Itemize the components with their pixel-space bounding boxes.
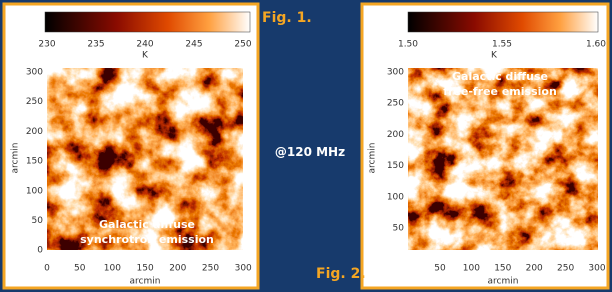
y-tick-label: 150 [387,161,404,171]
figure-label: Fig. 2. [316,266,366,282]
colorbar-tick-label: 245 [185,40,202,50]
y-tick-label: 200 [26,127,43,137]
x-tick-label: 300 [235,264,252,274]
figure-label: Fig. 1. [262,10,312,26]
frequency-label: @120 MHz [275,145,345,159]
y-tick-label: 300 [387,68,404,78]
y-tick-label: 200 [387,130,404,140]
x-tick-label: 250 [557,264,574,274]
x-tick-label: 200 [169,264,186,274]
y-tick-label: 300 [26,68,43,78]
figure: Fig. 1. Fig. 2. @120 MHz 230 235 240 245 250… [0,0,612,292]
annotation: Galactic diffuse [452,70,548,83]
x-tick-label: 200 [526,264,543,274]
y-axis-label: arcmin [368,143,378,174]
x-tick-label: 300 [588,264,605,274]
x-tick-label: 100 [104,264,121,274]
y-tick-label: 250 [26,97,43,107]
y-tick-label: 150 [26,157,43,167]
annotation: synchrotron emission [80,233,214,246]
y-axis-label: arcmin [11,143,21,174]
x-tick-label: 150 [494,264,511,274]
x-tick-label: 50 [74,264,86,274]
y-tick-label: 250 [387,99,404,109]
colorbar-tick-label: 235 [87,40,104,50]
colorbar [408,12,598,32]
colorbar-tick-label: 1.55 [492,40,512,50]
y-tick-label: 100 [26,186,43,196]
colorbar-tick-label: 240 [136,40,153,50]
x-axis-label: arcmin [130,277,161,287]
x-axis-label: arcmin [488,277,519,287]
colorbar-tick-label: 230 [38,40,55,50]
annotation: Galactic diffuse [99,218,195,231]
x-tick-label: 100 [463,264,480,274]
colorbar-tick-label: 250 [234,40,251,50]
y-tick-label: 0 [37,246,43,256]
y-tick-label: 100 [387,192,404,202]
y-tick-label: 50 [32,216,44,226]
colorbar-tick-label: 1.60 [586,40,606,50]
x-tick-label: 50 [434,264,446,274]
colorbar [45,12,250,32]
x-tick-label: 250 [202,264,219,274]
x-tick-label: 150 [137,264,154,274]
x-tick-label: 0 [44,264,50,274]
colorbar-tick-label: 1.50 [398,40,418,50]
y-tick-label: 50 [393,224,405,234]
annotation: free-free emission [443,85,557,98]
